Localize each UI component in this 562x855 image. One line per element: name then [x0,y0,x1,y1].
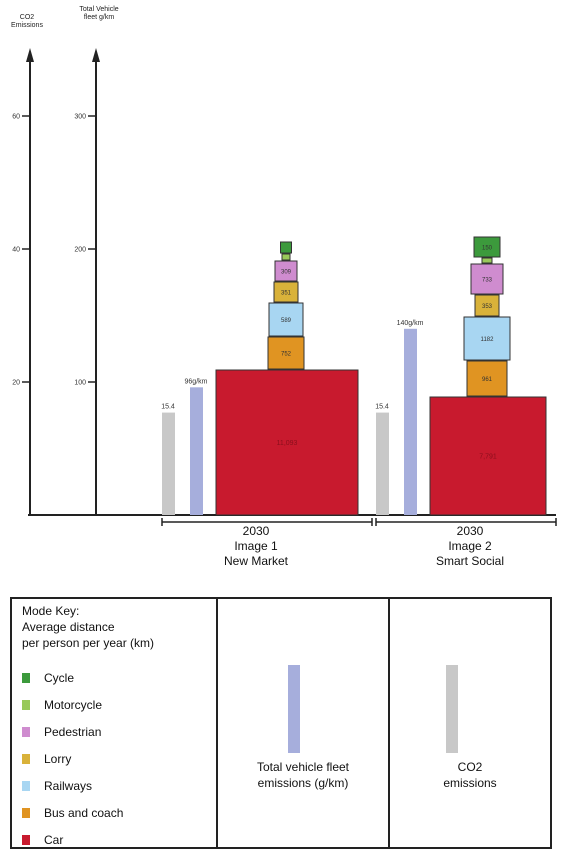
mode-value-label: 733 [482,278,493,284]
legend: Mode Key: Average distance per person pe… [10,597,552,849]
legend-divider [388,599,390,847]
scenario-label-2: 2030 Image 2 Smart Social [410,524,530,569]
mode-key-title: Mode Key: Average distance per person pe… [22,604,155,650]
key-row-motorcycle: Motorcycle [22,696,102,714]
fleet-tick-label: 200 [74,247,86,254]
scenario-label-1: 2030 Image 1 New Market [196,524,316,569]
fleet-bar [404,328,417,515]
pedestrian-swatch [22,727,30,737]
key-label: Pedestrian [44,725,102,739]
mode-box-railways [463,316,511,361]
motorcycle-swatch [22,700,30,710]
scenario-year: 2030 [456,524,484,538]
key-row-car: Car [22,831,63,849]
mode-value-label: 961 [482,377,493,383]
co2-tick-label: 40 [12,247,20,254]
scenario-image: Image 2 [448,539,492,553]
scenario-image: Image 1 [234,539,278,553]
mode-value-label: 11,093 [277,440,298,447]
mode-value-label: 351 [281,291,292,297]
mode-box-pedestrian [470,263,504,295]
mode-value-label: 589 [281,318,292,324]
key-label: Bus and coach [44,806,124,820]
mode-box-car [215,369,359,516]
co2-legend-bar [446,665,458,753]
co2-bar [376,412,389,515]
co2-bar [162,412,175,515]
fleet-legend-caption: Total vehicle fleet emissions (g/km) [256,760,350,790]
legend-divider [216,599,218,847]
mode-box-pedestrian [274,260,298,282]
bus-and-coach-swatch [22,808,30,818]
fleet-value-label: 96g/km [185,378,208,385]
key-label: Cycle [44,671,75,685]
mode-value-label: 1182 [481,337,495,343]
key-row-bus-and-coach: Bus and coach [22,804,123,822]
co2-tick-label: 20 [12,380,20,387]
scenario-name: New Market [223,554,288,568]
car-swatch [22,835,30,845]
mode-box-motorcycle [481,257,493,264]
mode-box-car [429,396,547,516]
fleet-axis-title: Total Vehicle fleet g/km [79,6,119,21]
mode-box-bus-and-coach [466,360,508,397]
key-label: Lorry [44,752,72,766]
lorry-swatch [22,754,30,764]
key-row-railways: Railways [22,777,92,795]
mode-box-cycle [473,236,501,258]
mode-value-label: 353 [482,304,493,310]
mode-box-cycle [280,241,292,254]
co2-value-label: 15.4 [375,404,389,411]
scenario-year: 2030 [242,524,270,538]
mode-value-label: 7,791 [479,454,497,461]
mode-value-label: 150 [482,246,493,252]
cycle-swatch [22,673,30,683]
mode-value-label: 309 [281,270,292,276]
key-label: Railways [44,779,93,793]
key-row-cycle: Cycle [22,669,74,687]
scenario-name: Smart Social [435,554,505,568]
mode-box-bus-and-coach [267,336,305,370]
co2-value-label: 15.4 [161,404,175,411]
fleet-axis-arrow [92,48,100,62]
fleet-bar [190,387,203,515]
mode-value-label: 752 [281,352,292,358]
mode-box-motorcycle [281,253,291,261]
co2-tick-label: 60 [12,114,20,121]
mode-box-railways [268,302,304,337]
mode-box-lorry [273,281,299,303]
mode-box-lorry [474,294,500,317]
co2-axis-title: CO2 Emissions [11,14,43,29]
fleet-tick-label: 300 [74,114,86,121]
key-row-lorry: Lorry [22,750,71,768]
key-label: Car [44,833,64,847]
key-label: Motorcycle [44,698,103,712]
key-row-pedestrian: Pedestrian [22,723,101,741]
railways-swatch [22,781,30,791]
chart: 20 40 60 100 200 300 15.4 96g/km 11,093 752 589 351… [12,48,557,526]
co2-legend-caption: CO2 emissions [443,760,497,790]
fleet-legend-bar [288,665,300,753]
co2-axis-arrow [26,48,34,62]
fleet-tick-label: 100 [74,380,86,387]
fleet-value-label: 140g/km [397,320,424,327]
